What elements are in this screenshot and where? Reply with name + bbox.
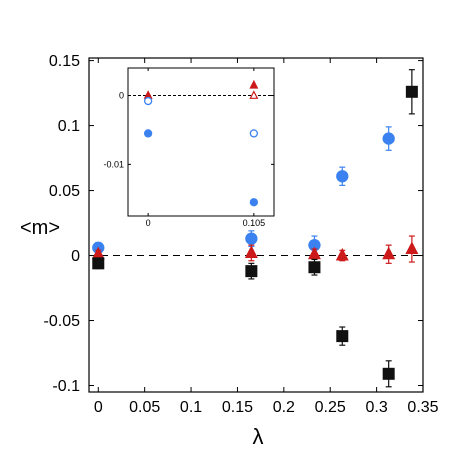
triangle-point	[335, 247, 349, 261]
inset-plot: 0 0.105 0 -0.01	[103, 67, 275, 228]
x-tick-label: 0.25	[315, 399, 346, 416]
triangle-point	[405, 241, 419, 255]
square-point	[245, 265, 258, 278]
square-point	[308, 261, 321, 274]
circle-point	[245, 232, 258, 245]
x-axis-label: λ	[253, 424, 264, 449]
y-tick-label: -0.1	[52, 378, 80, 395]
inset-circle-point	[249, 198, 259, 207]
y-axis-label: <m>	[20, 217, 60, 239]
y-tick-label: 0	[71, 248, 80, 265]
inset-x-tick-label: 0.105	[243, 218, 266, 228]
inset-y-tick-label: 0	[119, 91, 124, 101]
y-tick-label: -0.05	[44, 313, 81, 330]
circle-point	[336, 170, 349, 183]
inset-circle-point	[249, 129, 259, 138]
inset-circle-point	[143, 129, 153, 138]
triangle-point	[244, 245, 258, 258]
x-tick-label: 0.15	[222, 399, 253, 416]
inset-triangle-point	[249, 79, 259, 89]
x-tick-label: 0.35	[407, 399, 438, 416]
x-tick-label: 0.2	[273, 399, 295, 416]
square-point	[382, 367, 395, 380]
square-point	[405, 85, 418, 98]
x-tick-label: 0.3	[365, 399, 387, 416]
inset-y-tick-label: -0.01	[103, 160, 124, 170]
x-tick-label: 0.05	[129, 399, 160, 416]
circle-point	[382, 132, 395, 145]
y-tick-label: 0.05	[49, 183, 80, 200]
triangle-point	[382, 246, 396, 260]
y-tick-label: 0.15	[49, 53, 80, 70]
x-tick-label: 0.1	[180, 399, 202, 416]
square-point	[336, 330, 349, 343]
inset-x-tick-label: 0	[146, 218, 151, 228]
inset-plot-frame	[127, 67, 275, 217]
triangle-point	[307, 246, 321, 260]
y-tick-label: 0.1	[58, 118, 80, 135]
square-point	[92, 257, 105, 270]
inset-circle-point	[143, 96, 153, 106]
inset-triangle-point	[249, 90, 259, 99]
x-tick-label: 0	[94, 399, 103, 416]
